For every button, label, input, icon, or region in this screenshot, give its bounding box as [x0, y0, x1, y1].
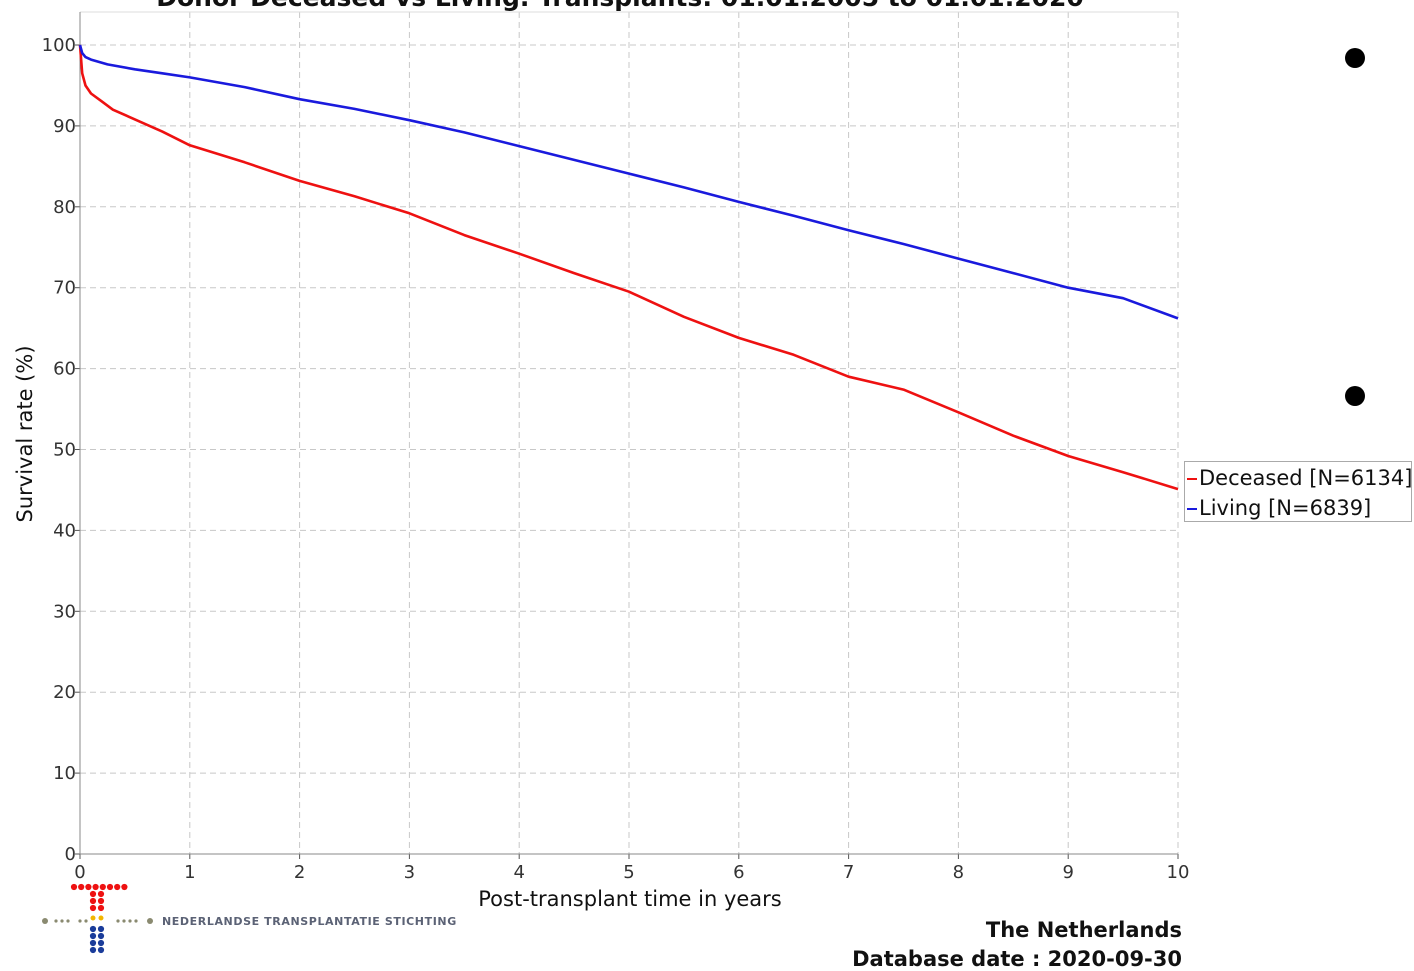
- country-label: The Netherlands: [985, 918, 1182, 942]
- legend: Deceased [N=6134] Living [N=6839]: [1184, 461, 1412, 522]
- logo-dot-red: [106, 883, 114, 891]
- logo-dot-grey: [147, 918, 153, 924]
- logo-dot-yellow: [98, 915, 104, 921]
- logo-dot-blue: [97, 925, 105, 933]
- legend-swatch-deceased: [1187, 478, 1197, 480]
- logo-dot-red: [97, 904, 105, 912]
- logo-dot-blue: [97, 932, 105, 940]
- x-tick-label: 4: [513, 862, 524, 883]
- nts-logo: [42, 883, 153, 954]
- x-tick-label: 3: [404, 862, 415, 883]
- logo-dot-blue: [89, 946, 97, 954]
- x-tick-label: 9: [1062, 862, 1073, 883]
- bullet-1: [1345, 48, 1365, 68]
- logo-dot-yellow: [90, 915, 96, 921]
- logo-dot-grey: [122, 919, 126, 923]
- y-tick-label: 50: [53, 440, 76, 461]
- legend-swatch-living: [1187, 508, 1197, 510]
- x-tick-label: 6: [733, 862, 744, 883]
- x-axis-title: Post-transplant time in years: [478, 887, 782, 911]
- logo-dot-grey: [84, 919, 88, 923]
- logo-dot-red: [99, 883, 106, 891]
- logo-dot-red: [89, 890, 97, 898]
- logo-dot-grey: [60, 919, 64, 923]
- logo-dot-red: [89, 904, 97, 912]
- x-tick-label: 5: [623, 862, 634, 883]
- y-tick-label: 60: [53, 359, 76, 380]
- x-tick-label: 2: [294, 862, 305, 883]
- logo-dot-red: [121, 883, 128, 891]
- y-tick-label: 30: [53, 601, 76, 622]
- x-tick-label: 10: [1167, 862, 1190, 883]
- logo-dot-grey: [116, 919, 120, 923]
- logo-dot-blue: [97, 939, 105, 947]
- x-tick-label: 7: [843, 862, 854, 883]
- logo-dot-grey: [128, 919, 132, 923]
- chart-title: Donor Deceased vs Living. Transplants: 0…: [156, 0, 1084, 12]
- y-tick-label: 70: [53, 278, 76, 299]
- logo-dot-blue: [97, 946, 105, 954]
- y-tick-label: 40: [53, 520, 76, 541]
- logo-dot-red: [92, 883, 99, 891]
- x-tick-label: 0: [74, 862, 85, 883]
- y-tick-label: 0: [65, 844, 76, 865]
- x-tick-label: 1: [184, 862, 195, 883]
- logo-text: NEDERLANDSE TRANSPLANTATIE STICHTING: [162, 915, 457, 928]
- logo-dot-blue: [89, 932, 97, 940]
- y-tick-label: 20: [53, 682, 76, 703]
- logo-dot-blue: [89, 925, 97, 933]
- y-axis-title: Survival rate (%): [13, 345, 37, 522]
- legend-item-deceased: Deceased [N=6134]: [1185, 464, 1412, 492]
- y-tick-label: 80: [53, 197, 76, 218]
- y-tick-label: 10: [53, 763, 76, 784]
- bullet-2: [1345, 386, 1365, 406]
- logo-dot-grey: [66, 919, 70, 923]
- legend-label-deceased: Deceased [N=6134]: [1199, 466, 1413, 490]
- logo-dot-grey: [54, 919, 58, 923]
- logo-dot-red: [85, 883, 92, 891]
- grid-layer: [80, 12, 1179, 854]
- y-tick-label: 90: [53, 116, 76, 137]
- logo-dot-red: [89, 897, 97, 905]
- legend-label-living: Living [N=6839]: [1199, 496, 1372, 520]
- axes-layer: [75, 11, 1179, 859]
- logo-dot-grey: [134, 919, 138, 923]
- logo-dot-red: [78, 883, 85, 891]
- logo-dot-red: [97, 890, 105, 898]
- y-tick-label: 100: [42, 35, 76, 56]
- x-tick-label: 8: [953, 862, 964, 883]
- logo-dot-red: [70, 883, 78, 891]
- series-line-deceased: [78, 44, 1179, 491]
- logo-dot-red: [114, 883, 121, 891]
- logo-dot-grey: [42, 918, 48, 924]
- database-date: Database date : 2020-09-30: [852, 947, 1182, 971]
- logo-dot-blue: [89, 939, 97, 947]
- series-layer: [78, 44, 1179, 491]
- series-line-living: [78, 44, 1179, 320]
- logo-dot-red: [97, 897, 105, 905]
- legend-item-living: Living [N=6839]: [1185, 494, 1371, 522]
- logo-dot-grey: [78, 919, 82, 923]
